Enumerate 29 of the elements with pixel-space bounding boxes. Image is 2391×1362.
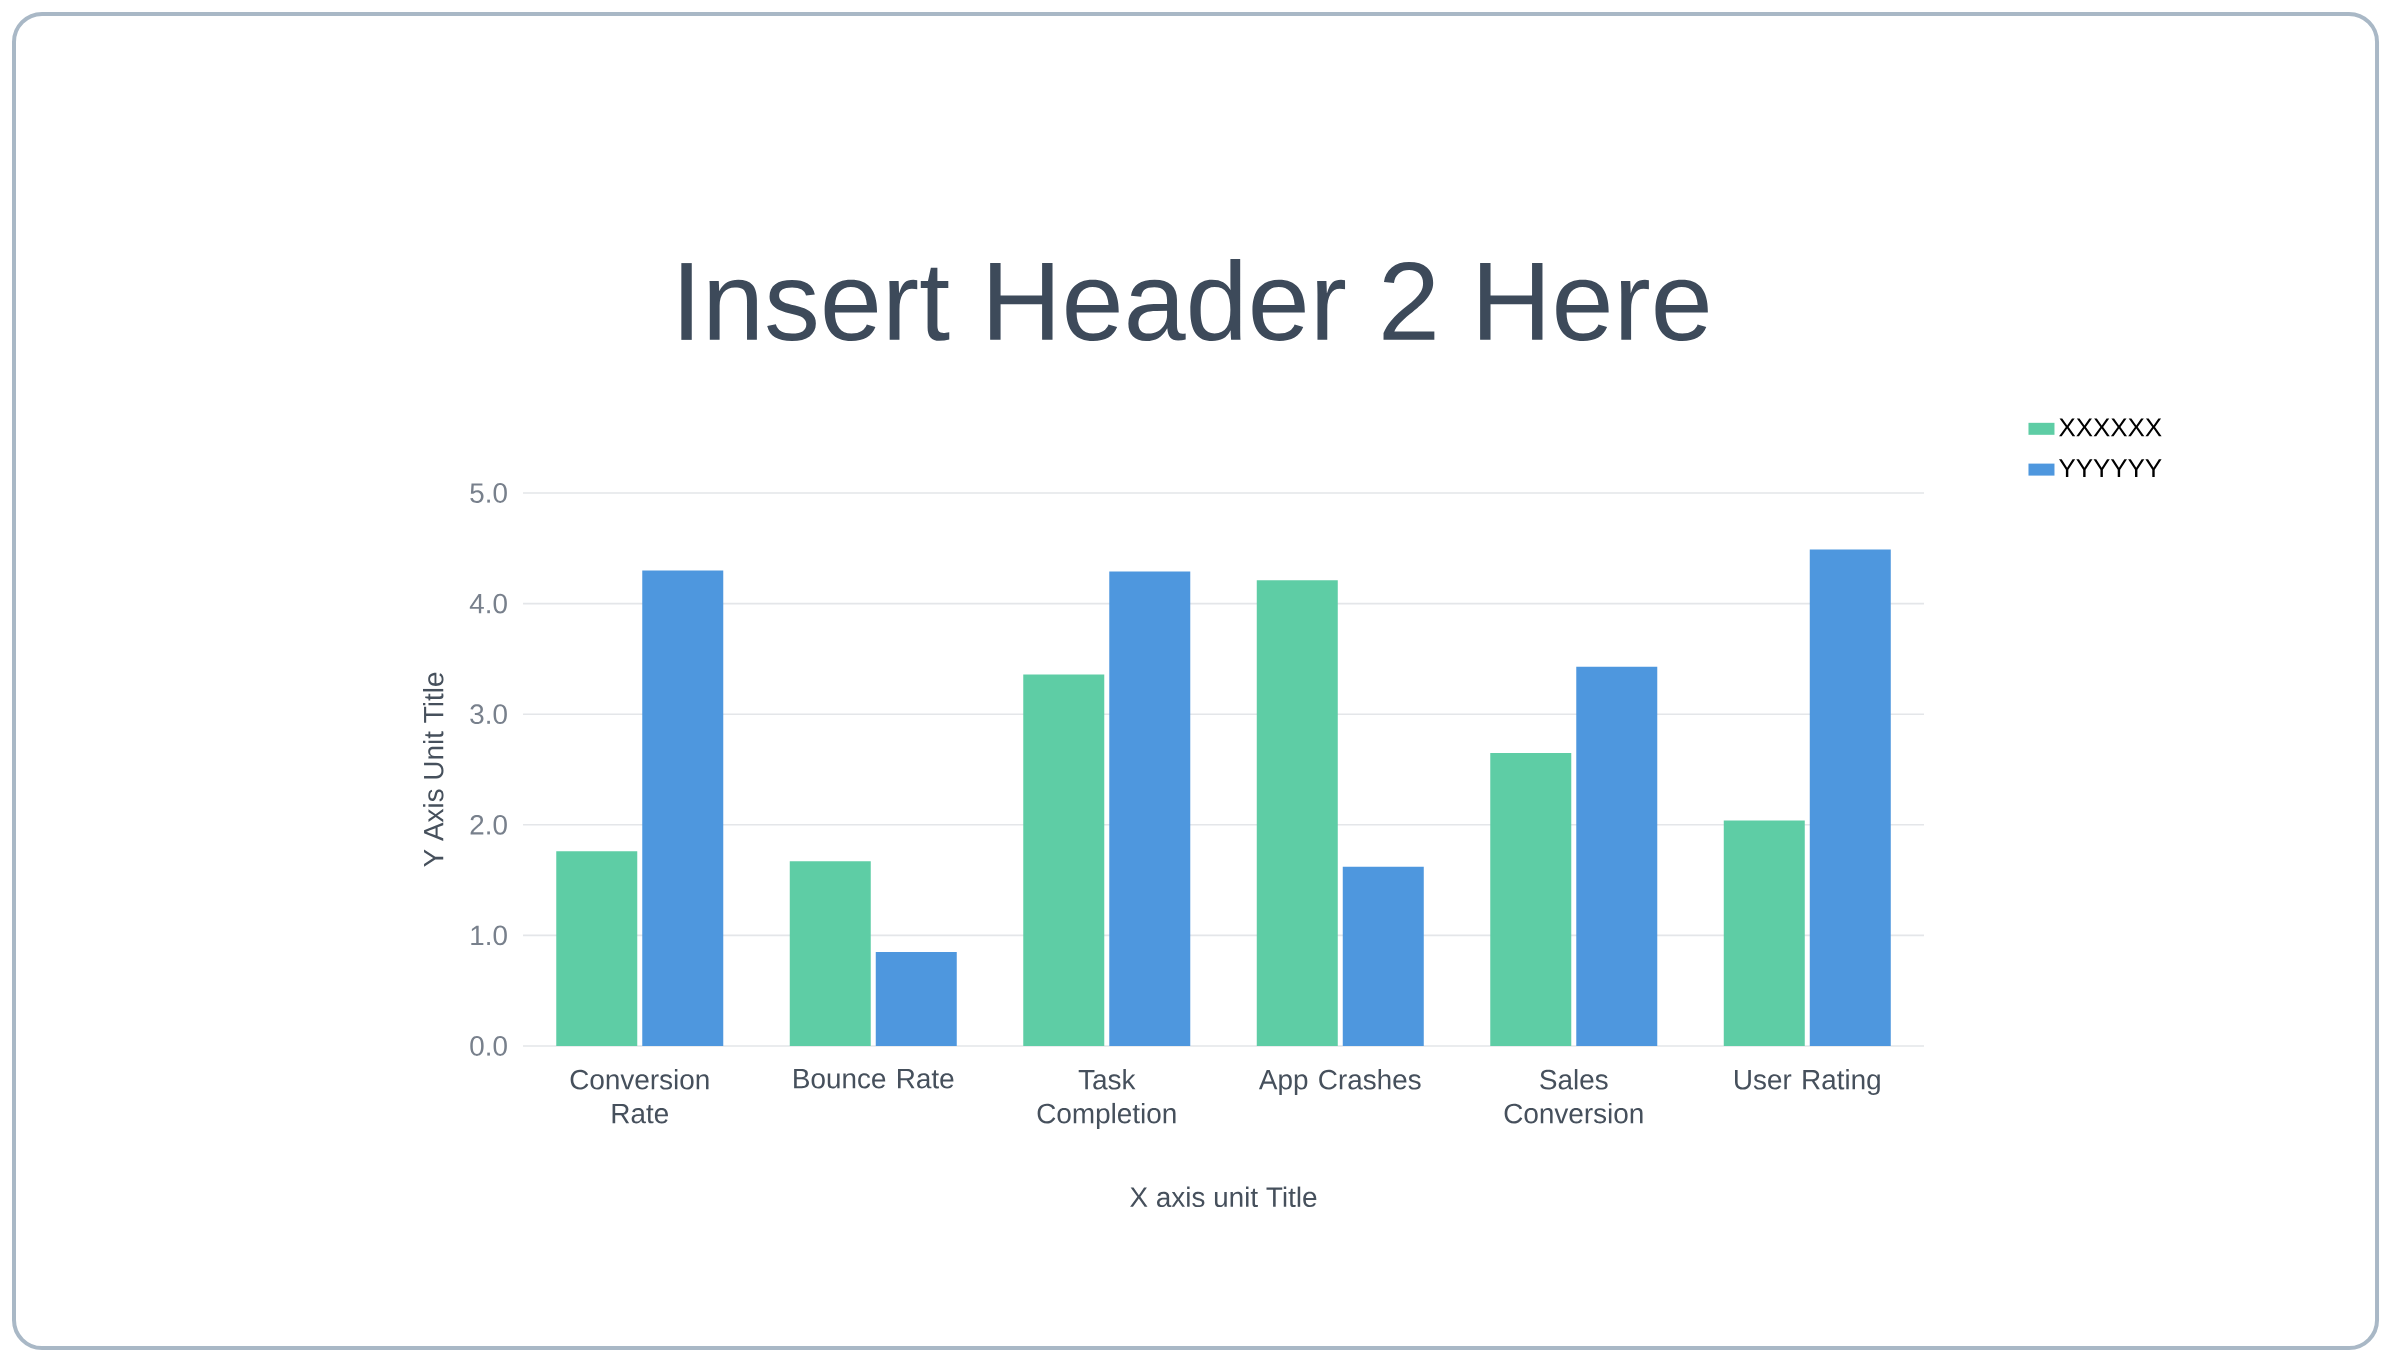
bar (1109, 571, 1191, 1046)
x-tick-label: Conversion Rate (570, 1069, 709, 1124)
legend-label: XXXXXX (2059, 418, 2162, 437)
y-tick-label: 2.0 (470, 814, 507, 835)
bar (1023, 674, 1105, 1046)
x-tick-label: User Rating (1735, 1069, 1880, 1096)
x-tick-label: App Crashes (1258, 1069, 1421, 1096)
bar (642, 570, 724, 1046)
x-tick-label: Task Completion (1037, 1069, 1176, 1129)
bar (1576, 666, 1658, 1046)
y-tick-label: 0.0 (470, 1036, 507, 1056)
bar (875, 951, 957, 1046)
bar (1809, 549, 1891, 1046)
x-tick-label: Sales Conversion (1504, 1069, 1643, 1124)
bar (556, 851, 638, 1046)
bar (1342, 866, 1424, 1046)
bar (789, 861, 871, 1046)
y-tick-label: 4.0 (469, 593, 507, 614)
y-tick-label: 1.0 (471, 925, 507, 946)
bar (1490, 752, 1572, 1046)
y-tick-label: 5.0 (470, 483, 507, 503)
y-tick-label: 3.0 (470, 704, 507, 725)
x-axis-title: X axis unit Title (1130, 1186, 1317, 1208)
bar (1256, 580, 1338, 1046)
bar (1723, 820, 1805, 1046)
y-axis-title: Y Axis Unit Title (423, 672, 444, 867)
legend-label: YYYYYY (2059, 459, 2162, 478)
x-tick-label: Bounce Rate (794, 1069, 954, 1089)
chart-title: Insert Header 2 Here (681, 258, 1708, 341)
